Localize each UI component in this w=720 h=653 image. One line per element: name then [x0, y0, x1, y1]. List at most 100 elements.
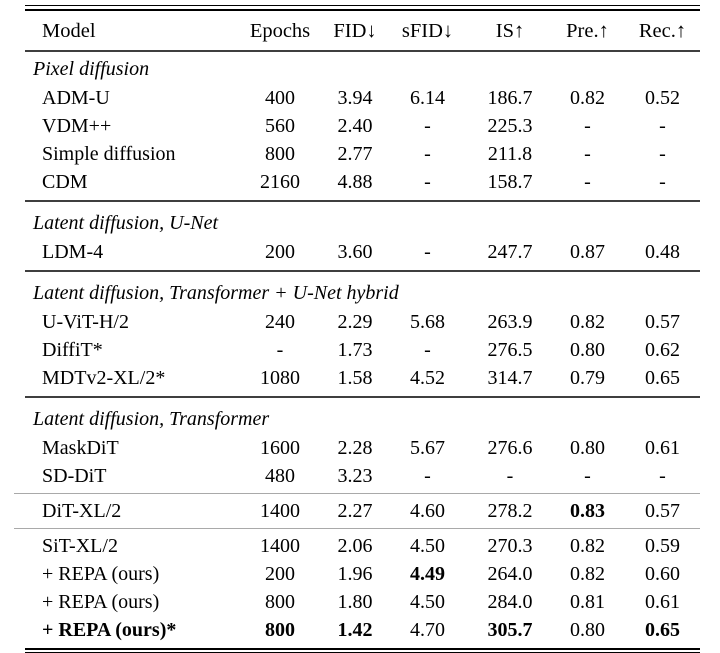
metric-cell: 4.50: [410, 535, 445, 557]
metric-cell: 2.27: [337, 500, 373, 522]
table-header-row: Model Epochs FID↓ sFID↓ IS↑ Pre.↑ Rec.↑: [25, 11, 700, 50]
metric-cell: 0.62: [645, 339, 680, 361]
metric-cell: -: [659, 143, 666, 165]
metric-cell: 0.81: [570, 591, 605, 613]
metric-cell: 1600: [260, 437, 300, 459]
metric-cell: -: [584, 171, 591, 193]
top-rule-thick: [25, 9, 700, 11]
metric-cell: 0.82: [570, 87, 605, 109]
metric-cell: 4.49: [410, 563, 445, 585]
metric-cell: 200: [265, 563, 295, 585]
metric-cell: 263.9: [487, 311, 533, 333]
section-rule: [25, 270, 700, 272]
metric-cell: 158.7: [487, 171, 533, 193]
metric-cell: 2.40: [337, 115, 373, 137]
metric-cell: 0.83: [570, 500, 605, 522]
metric-cell: 1080: [260, 367, 300, 389]
metric-cell: 1.42: [337, 619, 373, 641]
metric-cell: 270.3: [487, 535, 533, 557]
column-header-is: IS↑: [495, 19, 525, 42]
metric-cell: 0.52: [645, 87, 680, 109]
metric-cell: -: [584, 143, 591, 165]
table-row: U-ViT-H/2 240 2.29 5.68 263.9 0.82 0.57: [25, 308, 700, 336]
metric-cell: 4.70: [410, 619, 445, 641]
metric-cell: 0.82: [570, 311, 605, 333]
metric-cell: 1400: [260, 500, 300, 522]
section-header-label: Latent diffusion, U-Net: [33, 212, 218, 234]
metric-cell: 211.8: [487, 143, 533, 165]
metric-cell: 0.87: [570, 241, 605, 263]
model-cell: SD-DiT: [42, 465, 107, 487]
model-cell: MDTv2-XL/2*: [42, 367, 166, 389]
metric-cell: 2.28: [337, 437, 373, 459]
metric-cell: 3.94: [337, 87, 373, 109]
table-body: Pixel diffusion ADM-U 400 3.94 6.14 186.7 0.82…: [0, 52, 720, 644]
table-row: + REPA (ours) 800 1.80 4.50 284.0 0.81 0.61: [25, 588, 700, 616]
metric-cell: 0.65: [645, 619, 680, 641]
metric-cell: 1.73: [337, 339, 373, 361]
metric-cell: 2160: [260, 171, 300, 193]
table-row: ADM-U 400 3.94 6.14 186.7 0.82 0.52: [25, 84, 700, 112]
metric-cell: 400: [265, 87, 295, 109]
metric-cell: 240: [265, 311, 295, 333]
table-row: SD-DiT 480 3.23 - - - -: [25, 462, 700, 490]
model-cell: ADM-U: [42, 87, 110, 109]
metric-cell: -: [424, 465, 431, 487]
metric-cell: -: [424, 339, 431, 361]
metric-cell: 264.0: [487, 563, 533, 585]
metric-cell: 225.3: [487, 115, 533, 137]
metric-cell: -: [584, 115, 591, 137]
section-header-row: Pixel diffusion: [25, 52, 700, 84]
metric-cell: 0.61: [645, 437, 680, 459]
model-cell: + REPA (ours): [42, 591, 160, 613]
table-row: Simple diffusion 800 2.77 - 211.8 - -: [25, 140, 700, 168]
table-row: VDM++ 560 2.40 - 225.3 - -: [25, 112, 700, 140]
metric-cell: 276.6: [487, 437, 533, 459]
metric-cell: 284.0: [487, 591, 533, 613]
bottom-rule-thick: [25, 648, 700, 650]
metric-cell: -: [424, 171, 431, 193]
metric-cell: 1.96: [337, 563, 373, 585]
metric-cell: 560: [265, 115, 295, 137]
metric-cell: 2.29: [337, 311, 373, 333]
table-row: DiffiT* - 1.73 - 276.5 0.80 0.62: [25, 336, 700, 364]
metric-cell: 3.60: [337, 241, 373, 263]
metric-cell: 0.60: [645, 563, 680, 585]
table-row: SiT-XL/2 1400 2.06 4.50 270.3 0.82 0.59: [25, 532, 700, 560]
metric-cell: 3.23: [337, 465, 373, 487]
model-cell: VDM++: [42, 115, 112, 137]
model-cell: SiT-XL/2: [42, 535, 118, 557]
metric-cell: 5.67: [410, 437, 445, 459]
metric-cell: 2.06: [337, 535, 373, 557]
table-row: CDM 2160 4.88 - 158.7 - -: [25, 168, 700, 196]
metric-cell: 0.82: [570, 535, 605, 557]
model-cell: Simple diffusion: [42, 143, 176, 165]
metric-cell: 2.77: [337, 143, 373, 165]
metric-cell: 0.48: [645, 241, 680, 263]
metric-cell: -: [424, 143, 431, 165]
column-header-sfid: sFID↓: [401, 19, 454, 42]
metric-cell: 800: [265, 143, 295, 165]
metric-cell: -: [424, 241, 431, 263]
metric-cell: 1400: [260, 535, 300, 557]
metric-cell: 0.80: [570, 437, 605, 459]
metric-cell: 247.7: [487, 241, 533, 263]
metric-cell: 305.7: [487, 619, 533, 641]
metric-cell: 0.59: [645, 535, 680, 557]
metric-cell: 200: [265, 241, 295, 263]
section-header-row: Latent diffusion, Transformer + U-Net hy…: [25, 276, 700, 308]
column-header-model: Model: [42, 19, 96, 42]
model-cell: U-ViT-H/2: [42, 311, 129, 333]
column-header-fid: FID↓: [333, 19, 377, 42]
metric-cell: 186.7: [487, 87, 533, 109]
section-rule: [25, 200, 700, 202]
metric-cell: 800: [265, 619, 295, 641]
model-cell: CDM: [42, 171, 88, 193]
model-cell: + REPA (ours): [42, 563, 160, 585]
metric-cell: 314.7: [487, 367, 533, 389]
metric-cell: 0.82: [570, 563, 605, 585]
section-header-label: Latent diffusion, Transformer + U-Net hy…: [33, 282, 399, 304]
metric-cell: 4.88: [337, 171, 373, 193]
model-cell: LDM-4: [42, 241, 104, 263]
